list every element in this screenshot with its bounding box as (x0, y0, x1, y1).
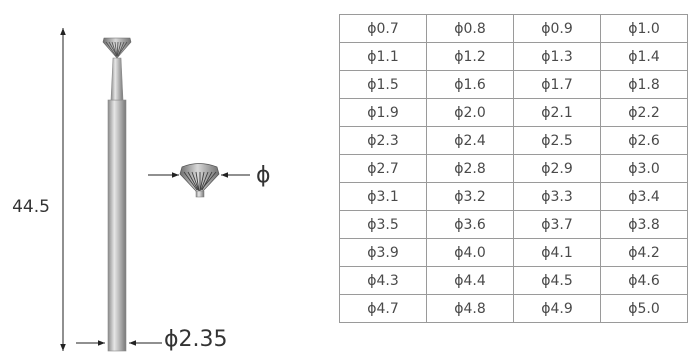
size-cell: ϕ4.9 (513, 294, 601, 323)
size-cell: ϕ3.2 (426, 182, 514, 211)
size-cell: ϕ1.4 (600, 42, 688, 71)
size-cell: ϕ5.0 (600, 294, 688, 323)
size-cell: ϕ4.4 (426, 266, 514, 295)
size-cell: ϕ1.9 (339, 98, 427, 127)
head-diameter-label: ϕ (256, 163, 271, 188)
size-table: ϕ0.7 ϕ0.8 ϕ0.9 ϕ1.0 ϕ1.1 ϕ1.2 ϕ1.3 ϕ1.4 ϕ1.5 ϕ1.6… (339, 14, 688, 323)
size-cell: ϕ2.3 (339, 126, 427, 155)
size-cell: ϕ2.8 (426, 154, 514, 183)
size-table-body: ϕ0.7 ϕ0.8 ϕ0.9 ϕ1.0 ϕ1.1 ϕ1.2 ϕ1.3 ϕ1.4 ϕ1.5 ϕ1.6… (339, 14, 688, 323)
size-cell: ϕ3.7 (513, 210, 601, 239)
table-row: ϕ0.7 ϕ0.8 ϕ0.9 ϕ1.0 (339, 14, 688, 43)
bur-shank (107, 99, 127, 352)
head-detail (179, 163, 220, 198)
size-cell: ϕ1.7 (513, 70, 601, 99)
size-cell: ϕ4.5 (513, 266, 601, 295)
size-cell: ϕ3.9 (339, 238, 427, 267)
size-cell: ϕ3.4 (600, 182, 688, 211)
length-label: 44.5 (12, 197, 50, 217)
size-cell: ϕ1.6 (426, 70, 514, 99)
table-row: ϕ4.3 ϕ4.4 ϕ4.5 ϕ4.6 (339, 266, 688, 295)
table-row: ϕ2.3 ϕ2.4 ϕ2.5 ϕ2.6 (339, 126, 688, 155)
size-cell: ϕ2.2 (600, 98, 688, 127)
size-cell: ϕ0.9 (513, 14, 601, 43)
size-cell: ϕ4.3 (339, 266, 427, 295)
table-row: ϕ3.1 ϕ3.2 ϕ3.3 ϕ3.4 (339, 182, 688, 211)
size-cell: ϕ0.7 (339, 14, 427, 43)
bur-tool (102, 37, 132, 352)
shank-diameter-label: ϕ2.35 (164, 327, 228, 352)
size-cell: ϕ4.0 (426, 238, 514, 267)
table-row: ϕ3.9 ϕ4.0 ϕ4.1 ϕ4.2 (339, 238, 688, 267)
size-cell: ϕ1.8 (600, 70, 688, 99)
size-cell: ϕ4.7 (339, 294, 427, 323)
table-row: ϕ3.5 ϕ3.6 ϕ3.7 ϕ3.8 (339, 210, 688, 239)
size-cell: ϕ2.9 (513, 154, 601, 183)
size-cell: ϕ1.3 (513, 42, 601, 71)
size-cell: ϕ4.8 (426, 294, 514, 323)
table-row: ϕ1.5 ϕ1.6 ϕ1.7 ϕ1.8 (339, 70, 688, 99)
size-cell: ϕ1.0 (600, 14, 688, 43)
table-row: ϕ2.7 ϕ2.8 ϕ2.9 ϕ3.0 (339, 154, 688, 183)
size-cell: ϕ2.6 (600, 126, 688, 155)
size-cell: ϕ3.8 (600, 210, 688, 239)
size-cell: ϕ4.6 (600, 266, 688, 295)
size-cell: ϕ3.5 (339, 210, 427, 239)
table-row: ϕ1.9 ϕ2.0 ϕ2.1 ϕ2.2 (339, 98, 688, 127)
size-cell: ϕ1.5 (339, 70, 427, 99)
size-cell: ϕ2.1 (513, 98, 601, 127)
table-row: ϕ1.1 ϕ1.2 ϕ1.3 ϕ1.4 (339, 42, 688, 71)
size-cell: ϕ0.8 (426, 14, 514, 43)
size-cell: ϕ4.1 (513, 238, 601, 267)
size-cell: ϕ3.0 (600, 154, 688, 183)
size-cell: ϕ2.0 (426, 98, 514, 127)
size-cell: ϕ4.2 (600, 238, 688, 267)
size-cell: ϕ3.1 (339, 182, 427, 211)
size-cell: ϕ2.7 (339, 154, 427, 183)
size-cell: ϕ3.6 (426, 210, 514, 239)
bur-neck (110, 57, 124, 101)
size-cell: ϕ3.3 (513, 182, 601, 211)
size-cell: ϕ1.2 (426, 42, 514, 71)
table-row: ϕ4.7 ϕ4.8 ϕ4.9 ϕ5.0 (339, 294, 688, 323)
size-cell: ϕ2.4 (426, 126, 514, 155)
size-cell: ϕ2.5 (513, 126, 601, 155)
size-cell: ϕ1.1 (339, 42, 427, 71)
head-detail-shape (179, 163, 220, 196)
